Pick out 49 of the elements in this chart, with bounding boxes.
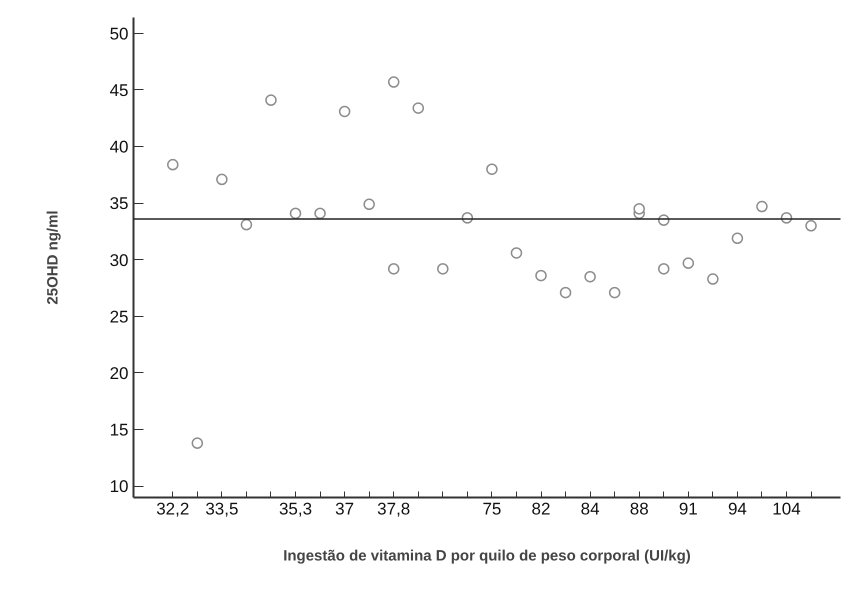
point <box>192 437 204 449</box>
point <box>535 270 547 282</box>
point <box>584 271 596 282</box>
y-tick-label: 25 <box>110 307 129 326</box>
y-axis-title: 25OHD ng/ml <box>44 210 62 305</box>
point <box>633 203 645 215</box>
point <box>560 286 572 298</box>
point <box>388 76 400 88</box>
x-tick-label: 37 <box>335 500 354 518</box>
y-tick-label: 15 <box>110 420 129 440</box>
x-tick-label: 91 <box>678 500 698 518</box>
x-tick-label: 84 <box>580 500 600 518</box>
point <box>510 247 522 259</box>
point <box>707 273 719 285</box>
point <box>363 198 375 210</box>
x-tick-label: 33,5 <box>205 500 238 518</box>
x-tick-label: 88 <box>630 500 649 518</box>
y-tick-label: 35 <box>110 194 129 214</box>
point <box>216 174 228 186</box>
point <box>682 257 694 269</box>
y-tick-label: 45 <box>110 80 129 100</box>
y-tick-label: 30 <box>110 250 129 270</box>
x-tick-label: 35,3 <box>278 500 312 518</box>
y-tick-label: 20 <box>110 364 129 383</box>
x-tick-label: 75 <box>482 500 502 518</box>
point <box>756 200 768 212</box>
point <box>608 286 620 298</box>
x-tick-label: 32,2 <box>156 500 190 518</box>
y-tick-label: 40 <box>110 138 129 157</box>
point <box>388 263 400 275</box>
y-tick-label: 10 <box>110 477 129 496</box>
x-tick-label: 37,8 <box>377 500 410 518</box>
point <box>240 218 252 230</box>
x-tick-label: 82 <box>532 500 550 518</box>
point <box>290 208 302 220</box>
y-tick-label: 50 <box>110 24 129 44</box>
point <box>732 232 744 244</box>
point <box>167 158 179 170</box>
x-tick-label: 94 <box>728 500 747 518</box>
point <box>265 94 277 106</box>
point <box>412 102 424 114</box>
x-axis-title: Ingestão de vitamina D por quilo de peso corporal (UI/kg) <box>283 548 691 564</box>
point <box>314 208 326 220</box>
x-tick-label: 104 <box>772 500 801 518</box>
point <box>338 106 350 118</box>
point <box>437 263 449 275</box>
point <box>805 220 817 232</box>
point <box>486 163 498 175</box>
point <box>658 263 670 275</box>
